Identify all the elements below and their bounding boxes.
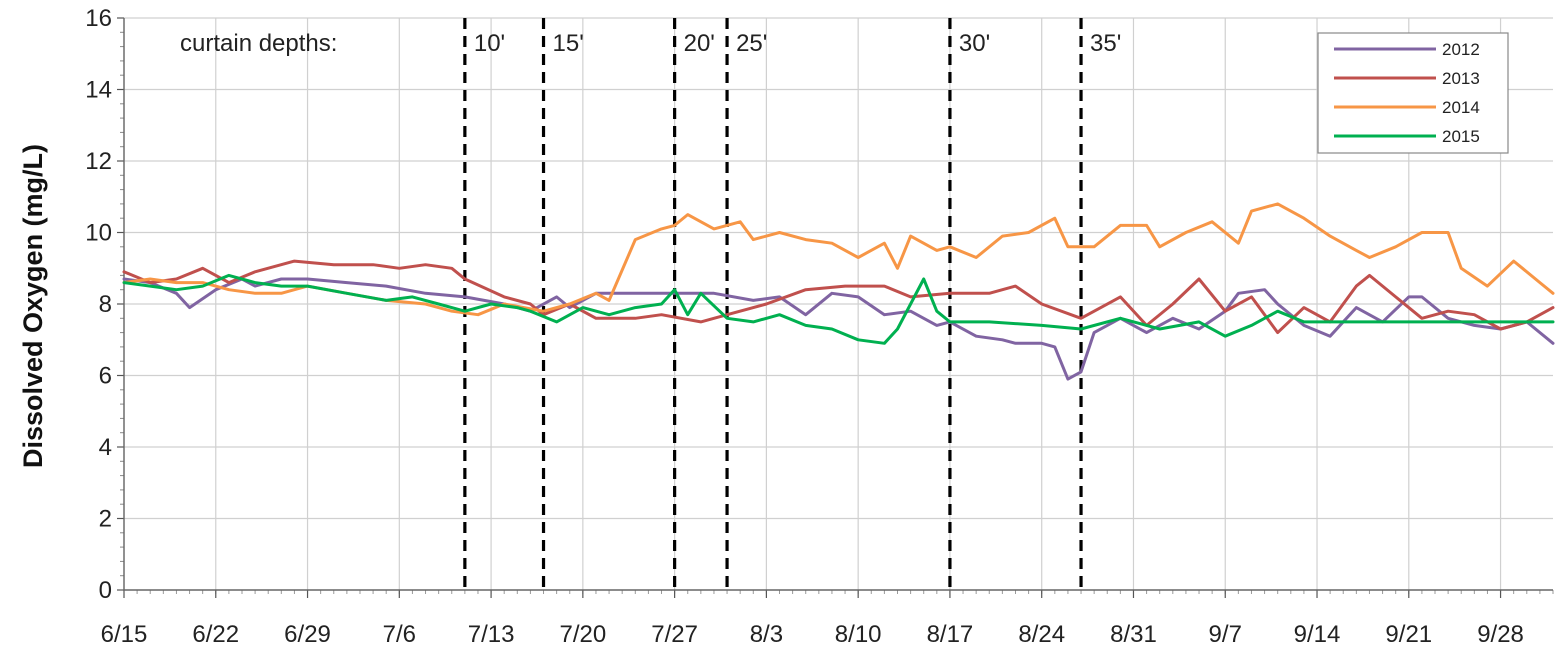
x-tick-label: 7/20 <box>559 621 606 648</box>
y-tick-label: 2 <box>99 506 112 533</box>
legend-box <box>1317 32 1509 154</box>
curtain-depth-label: 10' <box>474 30 505 57</box>
x-tick-label: 9/14 <box>1294 621 1341 648</box>
x-tick-label: 6/29 <box>284 621 331 648</box>
y-axis-label: Dissolved Oxygen (mg/L) <box>18 144 48 468</box>
legend: 2012 2013 2014 2015 <box>1317 32 1509 154</box>
y-tick-label: 10 <box>85 220 112 247</box>
x-tick-label: 8/3 <box>750 621 783 648</box>
x-tick-label: 9/28 <box>1477 621 1524 648</box>
x-tick-label: 8/17 <box>927 621 974 648</box>
legend-label: 2012 <box>1442 40 1480 59</box>
x-tick-label: 7/13 <box>468 621 515 648</box>
x-tick-label: 6/15 <box>101 621 148 648</box>
x-tick-label: 9/21 <box>1385 621 1432 648</box>
curtain-depth-label: 20' <box>684 30 715 57</box>
curtain-depths-title: curtain depths: <box>180 30 337 57</box>
curtain-depth-label: 15' <box>553 30 584 57</box>
x-tick-label: 9/7 <box>1209 621 1242 648</box>
y-tick-label: 16 <box>85 5 112 32</box>
y-tick-labels: 0 2 4 6 8 10 12 14 16 <box>85 5 112 604</box>
series-line-2012 <box>122 277 1555 381</box>
axes <box>117 17 1553 598</box>
y-tick-label: 0 <box>99 577 112 604</box>
y-tick-label: 14 <box>85 77 112 104</box>
x-tick-label: 6/22 <box>192 621 239 648</box>
y-tick-label: 8 <box>99 291 112 318</box>
legend-label: 2015 <box>1442 127 1480 146</box>
x-tick-label: 8/31 <box>1110 621 1157 648</box>
curtain-depth-lines: 10' 15' 20' 25' 30' 35' <box>463 18 1121 590</box>
y-tick-label: 4 <box>99 434 112 461</box>
x-tick-label: 8/24 <box>1018 621 1065 648</box>
series-lines <box>122 202 1555 381</box>
x-tick-labels: 6/15 6/22 6/29 7/6 7/13 7/20 7/27 8/3 8/10 8/17 8/… <box>101 621 1524 648</box>
legend-label: 2013 <box>1442 69 1480 88</box>
series-line-2013 <box>122 259 1555 335</box>
series-line-2014 <box>122 202 1555 317</box>
series-line-2015 <box>122 273 1555 345</box>
curtain-depth-label: 30' <box>959 30 990 57</box>
x-tick-label: 7/27 <box>651 621 698 648</box>
legend-label: 2014 <box>1442 98 1480 117</box>
curtain-depth-label: 35' <box>1090 30 1121 57</box>
curtain-depth-label: 25' <box>736 30 767 57</box>
x-tick-label: 7/6 <box>383 621 416 648</box>
x-tick-label: 8/10 <box>835 621 882 648</box>
y-tick-label: 12 <box>85 148 112 175</box>
y-tick-label: 6 <box>99 363 112 390</box>
